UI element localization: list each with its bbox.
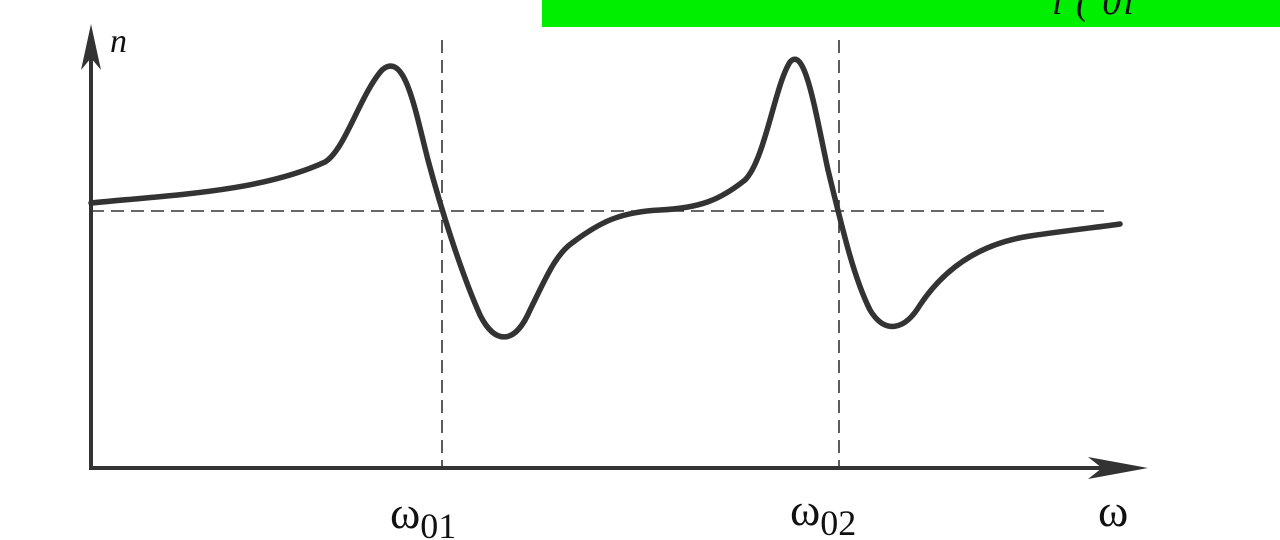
resonance-label-2: ω02 bbox=[790, 484, 856, 540]
formula-banner: i ( 0i bbox=[542, 0, 1280, 27]
y-axis-arrow bbox=[81, 24, 101, 70]
formula-banner-text: i ( 0i bbox=[1052, 0, 1136, 23]
x-axis-arrow bbox=[1088, 457, 1148, 479]
resonance-label-2-sub: 02 bbox=[820, 503, 856, 540]
resonance-label-1: ω01 bbox=[390, 487, 456, 540]
resonance-label-1-base: ω bbox=[390, 487, 420, 538]
x-axis-label: ω bbox=[1098, 485, 1128, 536]
resonance-label-1-sub: 01 bbox=[420, 506, 456, 540]
y-axis-label: n bbox=[110, 23, 127, 60]
resonance-label-2-base: ω bbox=[790, 484, 820, 535]
dispersion-curve bbox=[88, 56, 1123, 340]
